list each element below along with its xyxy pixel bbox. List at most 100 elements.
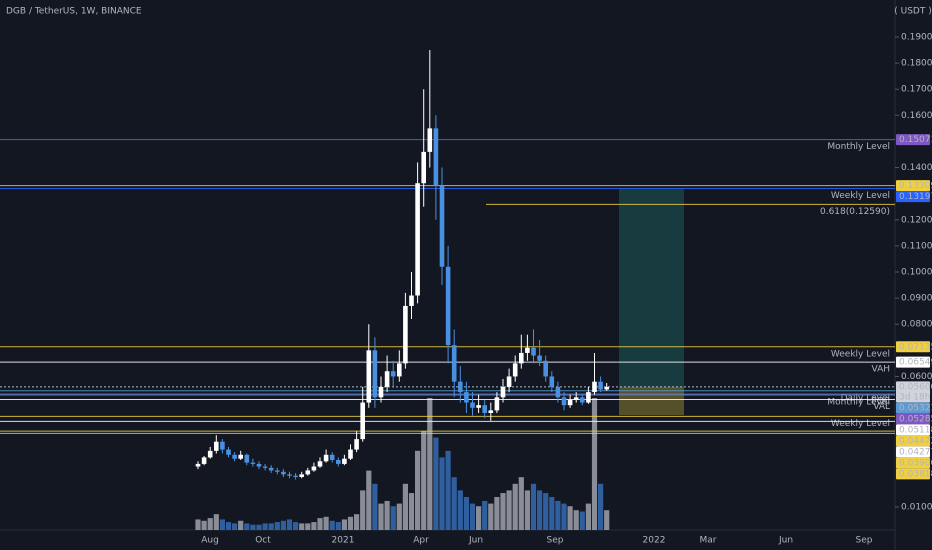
volume-bar bbox=[518, 477, 524, 530]
candle-body bbox=[555, 386, 561, 398]
candle-body bbox=[537, 355, 542, 361]
volume-bar bbox=[402, 483, 408, 530]
candle-body bbox=[519, 352, 524, 364]
candle-body bbox=[250, 462, 256, 464]
candle-body bbox=[305, 470, 311, 475]
volume-bar bbox=[274, 522, 280, 530]
volume-bar bbox=[256, 524, 262, 530]
volume-bar bbox=[567, 506, 573, 530]
candle-body bbox=[531, 347, 536, 356]
candle-body bbox=[354, 439, 359, 450]
price-badge bbox=[896, 413, 930, 425]
price-badge bbox=[896, 180, 930, 192]
volume-bar bbox=[439, 457, 445, 530]
volume-bar bbox=[500, 493, 506, 530]
volume-bar bbox=[360, 490, 366, 530]
x-tick-label: Sep bbox=[856, 536, 873, 546]
volume-bar bbox=[293, 522, 299, 530]
volume-bar bbox=[494, 497, 500, 530]
price-badge-label: 0.07135 bbox=[899, 342, 932, 352]
volume-bar bbox=[384, 500, 390, 530]
candle-body bbox=[403, 305, 408, 364]
x-tick-label: Jun bbox=[468, 536, 483, 546]
volume-bar bbox=[341, 519, 347, 530]
volume-bar bbox=[299, 523, 305, 530]
volume-bar bbox=[280, 520, 286, 530]
price-badge-label: 0.05600 bbox=[899, 382, 932, 392]
volume-bar bbox=[408, 493, 415, 530]
volume-bar bbox=[396, 503, 402, 530]
volume-bar bbox=[476, 506, 482, 530]
x-tick-label: Mar bbox=[700, 536, 717, 546]
candle-body bbox=[360, 402, 365, 440]
candle-body bbox=[281, 471, 286, 475]
x-tick-label: Sep bbox=[547, 536, 564, 546]
candle-body bbox=[580, 397, 585, 403]
candle-body bbox=[311, 466, 317, 471]
candle-body bbox=[567, 399, 573, 406]
volume-bar bbox=[378, 503, 384, 530]
candle-body bbox=[232, 454, 237, 459]
volume-bar bbox=[506, 490, 512, 530]
level-name: VAH bbox=[871, 365, 890, 375]
volume-bar bbox=[445, 450, 451, 530]
level-name: Weekly Level bbox=[831, 349, 890, 359]
target-zone bbox=[619, 188, 684, 387]
price-badge bbox=[896, 424, 930, 436]
price-badge bbox=[896, 446, 930, 458]
candle-body bbox=[201, 457, 207, 464]
candle-body bbox=[390, 371, 396, 377]
price-badge-label: 0.03906 bbox=[899, 458, 932, 468]
candle-body bbox=[329, 454, 335, 460]
volume-bar bbox=[591, 398, 598, 530]
volume-bar bbox=[232, 523, 238, 530]
volume-bar bbox=[433, 437, 439, 530]
candle-body bbox=[512, 363, 518, 377]
volume-bar bbox=[347, 516, 354, 530]
candle-body bbox=[384, 371, 390, 387]
volume-bar bbox=[207, 518, 213, 530]
level-name: Monthly Level bbox=[827, 142, 890, 152]
volume-bar bbox=[598, 483, 604, 530]
volume-bar bbox=[201, 520, 207, 530]
candle-body bbox=[458, 381, 463, 393]
level-name: Monthly Level bbox=[827, 398, 890, 408]
candle-body bbox=[378, 386, 384, 398]
candle-body bbox=[598, 381, 603, 390]
candle-body bbox=[214, 441, 219, 451]
x-tick-label: Apr bbox=[413, 536, 429, 546]
volume-bar bbox=[549, 497, 555, 530]
price-badge bbox=[896, 457, 930, 469]
volume-bar bbox=[286, 519, 293, 530]
volume-bar bbox=[524, 490, 530, 530]
level-name: Weekly Level bbox=[831, 419, 890, 429]
candle-body bbox=[549, 376, 555, 387]
volume-bar bbox=[604, 510, 610, 530]
volume-bar bbox=[366, 470, 372, 530]
volume-bar bbox=[561, 503, 567, 530]
volume-bar bbox=[262, 523, 268, 530]
candle-body bbox=[256, 463, 262, 467]
level-name: Weekly Level bbox=[831, 191, 890, 201]
volume-bar bbox=[335, 522, 341, 530]
price-badge-label: 0.05285 bbox=[899, 414, 932, 424]
volume-bar bbox=[530, 483, 537, 530]
volume-bar bbox=[573, 510, 579, 530]
volume-bar bbox=[537, 490, 543, 530]
volume-bar bbox=[421, 431, 427, 530]
volume-bar bbox=[415, 450, 421, 530]
candle-body bbox=[366, 350, 372, 403]
volume-bar bbox=[457, 490, 463, 530]
